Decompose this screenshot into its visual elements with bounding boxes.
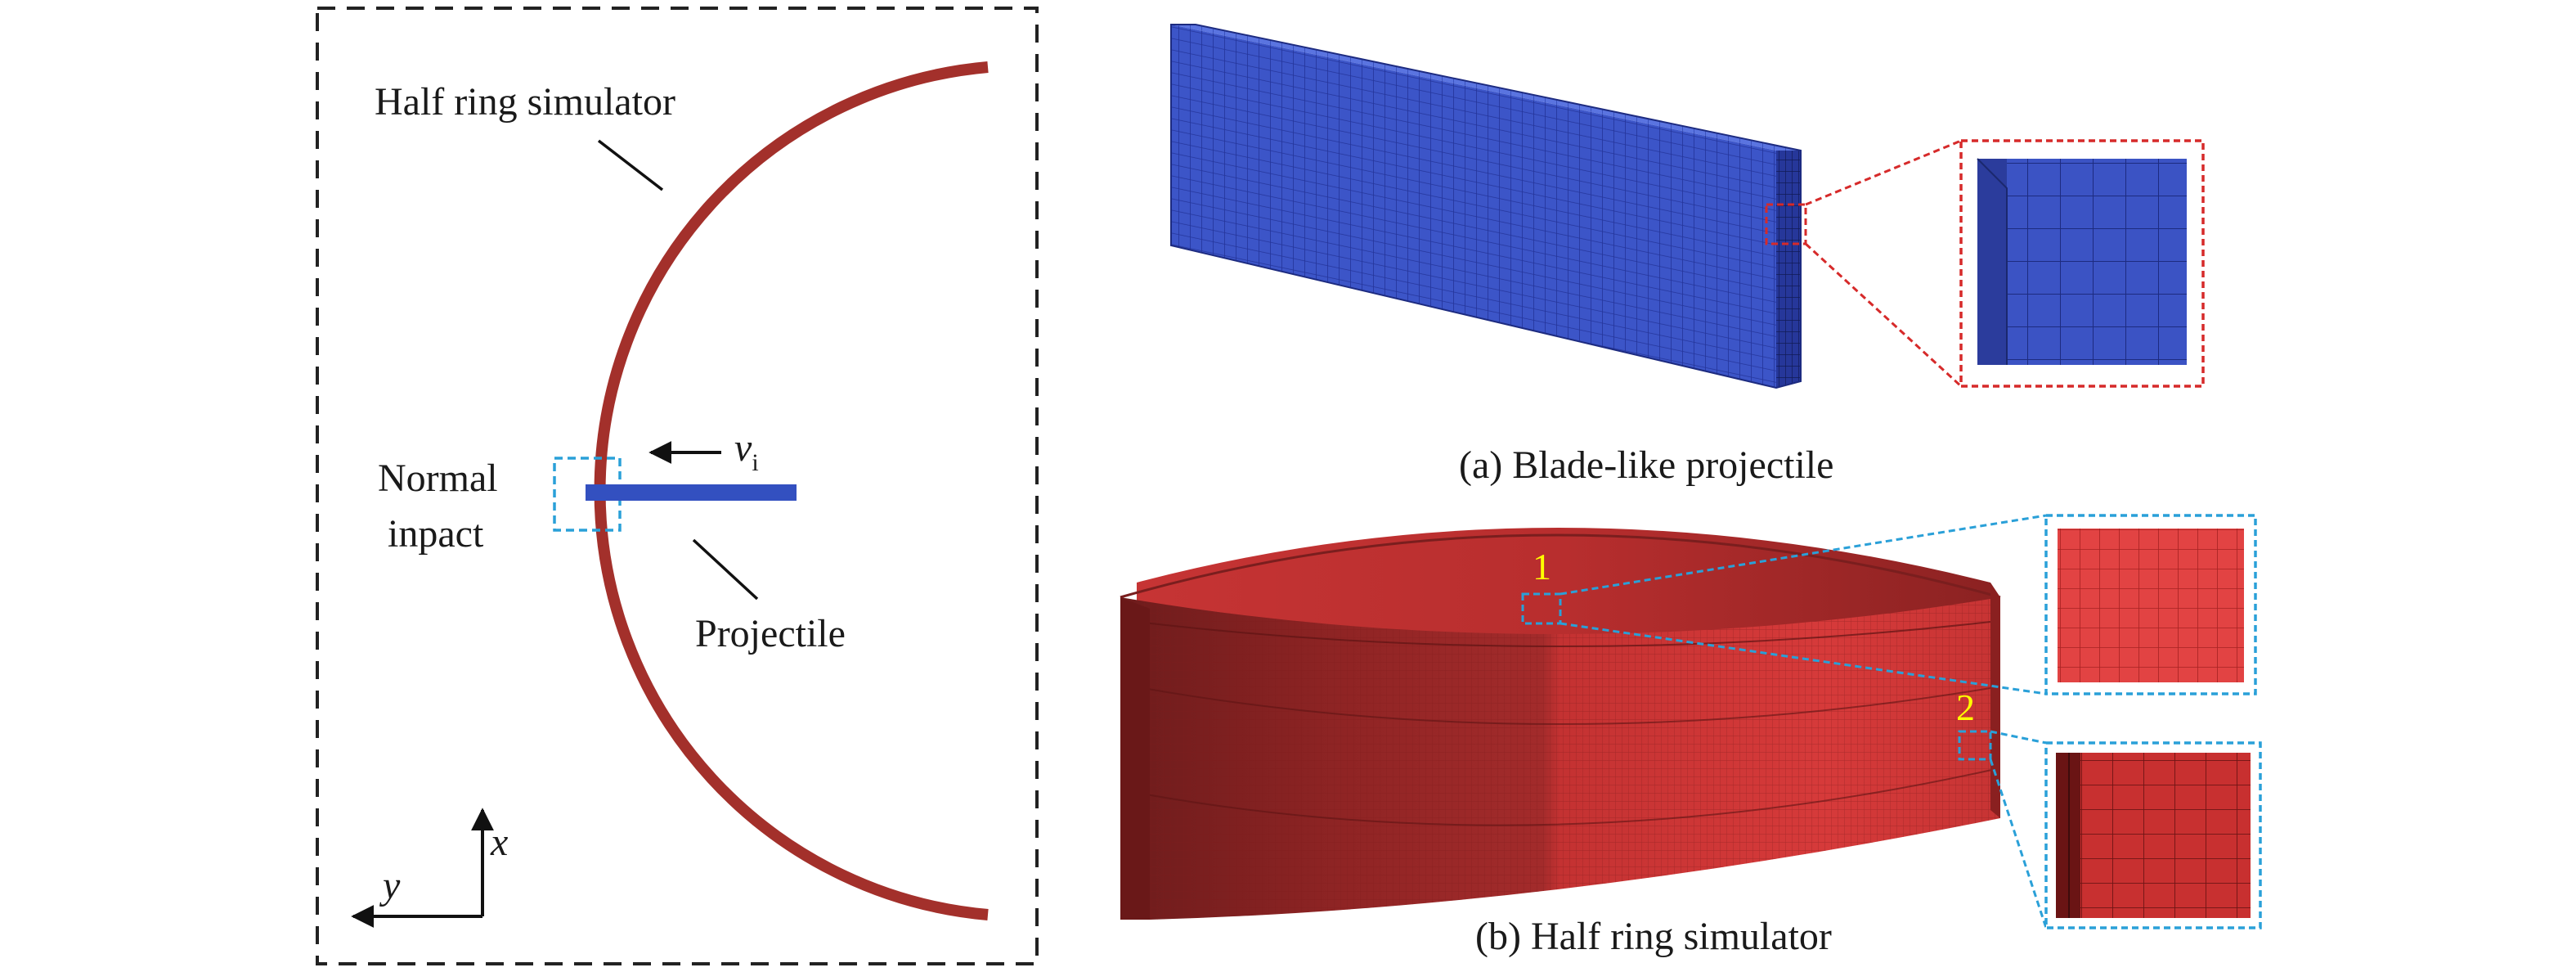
caption-b: (b) Half ring simulator: [1475, 915, 1832, 958]
normal-impact-label-line2: inpact: [388, 512, 484, 556]
marker-1: 1: [1533, 546, 1551, 587]
ring-zoom-mesh-1: [2058, 529, 2244, 682]
half-ring-leader: [597, 139, 664, 191]
caption-a: (a) Blade-like projectile: [1459, 443, 1833, 487]
half-ring-label: Half ring simulator: [375, 80, 675, 124]
ring-zoom-source-2: [1958, 730, 1992, 761]
ring-zoom-leader-1a: [1560, 514, 2047, 596]
ring-zoom-mesh-2: [2056, 753, 2251, 918]
blade-zoom-side: [1977, 159, 2007, 365]
ring-top-rim: [1120, 533, 2001, 599]
normal-impact-label-line1: Normal: [378, 457, 498, 500]
blade-zoom-leader-top: [1805, 139, 1962, 206]
projectile-label: Projectile: [695, 612, 846, 655]
blade-zoom-leader-bottom: [1804, 242, 1963, 388]
axis-y-label: y: [379, 864, 401, 907]
blade-side-face: [1776, 151, 1801, 388]
blade-zoom-source: [1765, 203, 1807, 245]
blade-zoom-mesh: [1977, 159, 2187, 365]
ring-panel: 1 2 (b) Half ring simulator: [1120, 514, 2262, 958]
blade-top-face: [1171, 25, 1801, 151]
projectile-leader: [692, 538, 759, 601]
projectile-bar: [586, 484, 797, 501]
ring-zoom-source-1: [1521, 592, 1562, 625]
dashed-frame: [316, 7, 1039, 965]
ring-zoom-leader-2b: [1989, 758, 2048, 929]
impact-zone-box: [553, 457, 622, 532]
blade-front-face: [1171, 25, 1776, 388]
ring-zoom-leader-2a: [1990, 730, 2047, 745]
blade-panel: (a) Blade-like projectile: [1170, 24, 2205, 487]
marker-2: 2: [1956, 686, 1975, 728]
left-panel: Half ring simulator vi Normal inpact Pro…: [316, 7, 1039, 965]
ring-zoom-leader-1b: [1560, 622, 2047, 695]
axis-x-label: x: [490, 821, 508, 864]
velocity-label: vi: [734, 426, 759, 476]
